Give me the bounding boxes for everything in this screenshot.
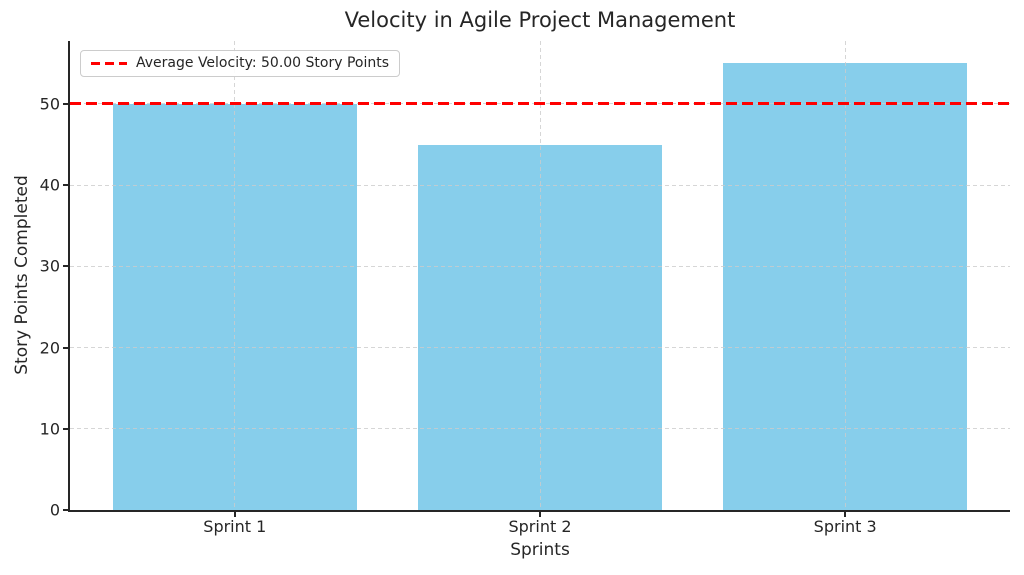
x-tick-label: Sprint 3 [813,517,877,536]
y-tick-mark [63,427,68,430]
y-tick-mark [63,265,68,268]
y-tick-label: 30 [39,256,60,276]
y-tick-mark [63,102,68,105]
x-tick-mark [844,512,847,517]
gridline-vertical [844,41,846,510]
y-tick-label: 50 [39,94,60,114]
gridline-vertical [539,41,541,510]
x-tick-label: Sprint 2 [508,517,572,536]
x-tick-label: Sprint 1 [203,517,267,536]
average-velocity-line [70,102,1010,106]
x-tick-mark [539,512,541,517]
y-tick-label: 40 [39,175,60,195]
y-tick-mark [63,184,68,187]
plot-area: Average Velocity: 50.00 Story Points [68,41,1010,512]
y-tick-mark [63,509,68,511]
chart-title: Velocity in Agile Project Management [344,8,736,32]
legend: Average Velocity: 50.00 Story Points [80,50,401,77]
x-tick-mark [233,512,236,517]
y-tick-label: 10 [39,419,60,439]
legend-label: Average Velocity: 50.00 Story Points [136,55,390,71]
gridline-vertical [234,41,236,510]
y-tick-label: 0 [49,500,60,520]
y-tick-label: 20 [39,338,60,358]
y-tick-mark [63,346,68,349]
legend-dashed-line-icon [91,61,127,65]
x-axis-label: Sprints [510,540,570,560]
